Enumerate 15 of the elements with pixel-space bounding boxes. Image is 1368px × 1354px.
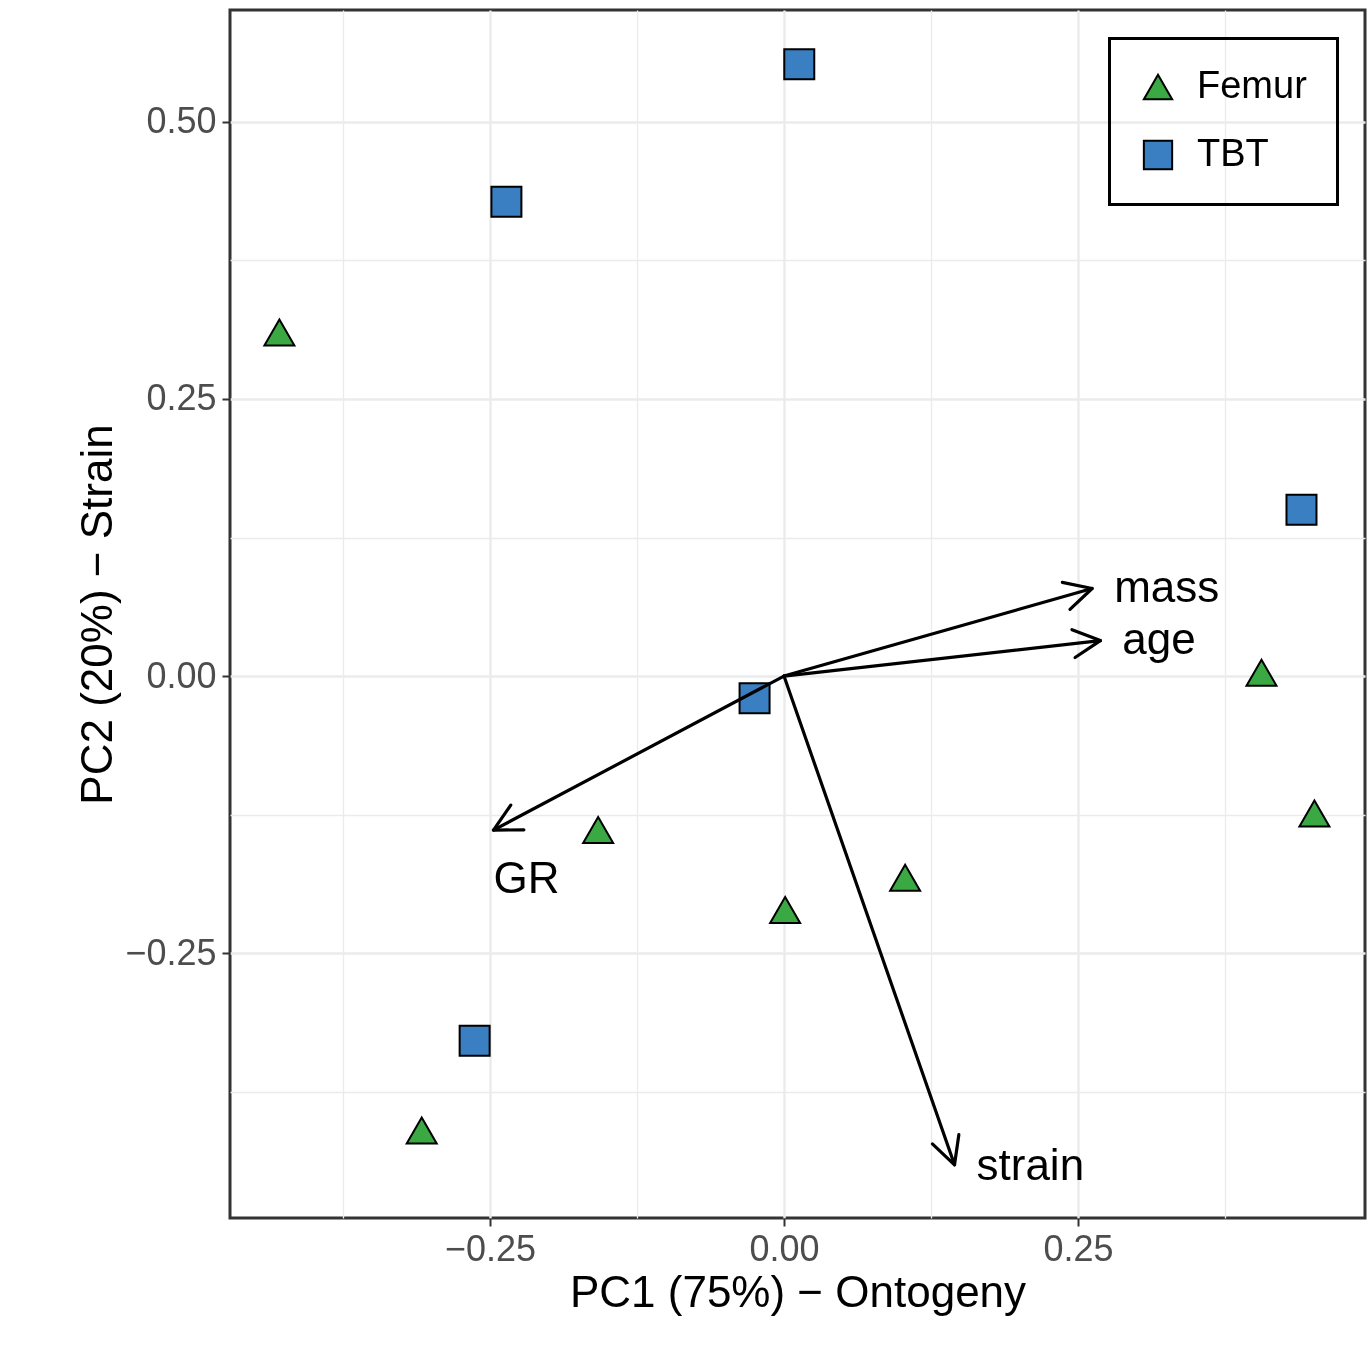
y-tick-label: −0.25	[125, 931, 217, 973]
legend-label: TBT	[1197, 132, 1269, 174]
series-label: GR	[493, 853, 560, 903]
series-label: age	[1122, 613, 1196, 663]
x-axis-title: PC1 (75%) − Ontogeny	[569, 1266, 1027, 1316]
y-tick-label: 0.00	[146, 654, 217, 696]
x-tick-label: 0.25	[1043, 1227, 1114, 1269]
series-label: mass	[1114, 561, 1220, 611]
legend-label: Femur	[1197, 64, 1308, 106]
series-label: strain	[976, 1139, 1085, 1189]
y-axis-title: PC2 (20%) − Strain	[72, 424, 122, 805]
y-tick-label: 0.50	[146, 100, 217, 142]
x-tick-label: 0.00	[749, 1227, 820, 1269]
x-tick-label: −0.25	[444, 1227, 536, 1269]
y-tick-label: 0.25	[146, 377, 217, 419]
